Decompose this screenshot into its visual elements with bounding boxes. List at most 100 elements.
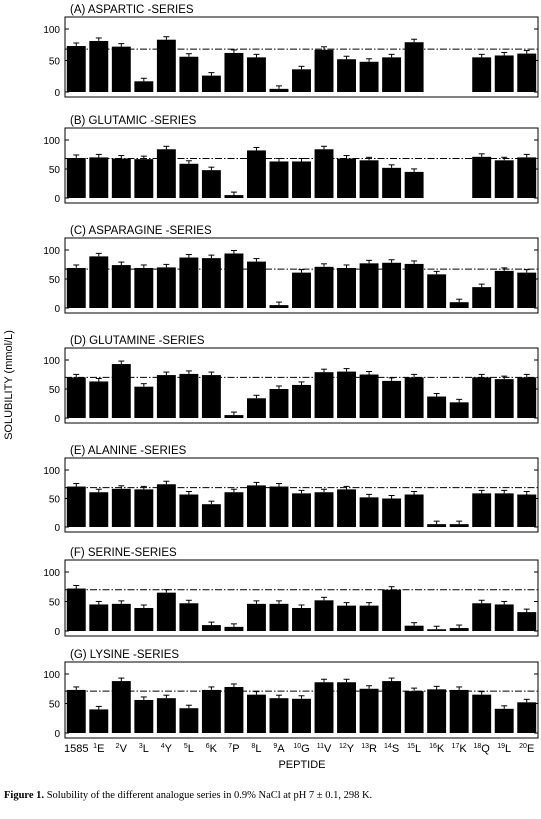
x-tick-label: 11V <box>317 743 332 755</box>
bar-5L <box>179 708 199 733</box>
y-tick-label: 0 <box>54 729 60 740</box>
x-tick-label: 8L <box>251 743 261 755</box>
bar-2V <box>111 603 131 631</box>
bar-13R <box>359 688 379 733</box>
panel-frame <box>64 559 539 637</box>
panel-title: (A) ASPARTIC -SERIES <box>70 4 194 16</box>
bar-6K <box>201 625 221 631</box>
bar-13R <box>359 497 379 527</box>
bar-7P <box>224 195 244 198</box>
panel-title: (B) GLUTAMIC -SERIES <box>70 115 197 127</box>
y-tick-label: 100 <box>43 466 60 477</box>
bar-13R <box>359 605 379 631</box>
x-tick-label: 6K <box>206 743 218 755</box>
panel-2: (C) ASPARAGINE -SERIES 0 50 100 <box>43 225 539 315</box>
bar-15L <box>404 691 424 733</box>
bar-10G <box>292 607 311 631</box>
bar-1E <box>89 256 109 308</box>
panel-title: (F) SERINE-SERIES <box>70 547 177 559</box>
bar-1E <box>89 40 109 92</box>
bar-18Q <box>472 694 492 733</box>
bar-10G <box>292 161 311 198</box>
figure-caption: Figure 1. Solubility of the different an… <box>4 790 538 801</box>
bar-2V <box>111 46 131 92</box>
x-tick-label: 7P <box>228 743 239 755</box>
bar-7P <box>224 52 244 92</box>
bar-10G <box>292 69 311 92</box>
bar-15L <box>404 171 424 198</box>
bar-2V <box>111 364 131 418</box>
bar-19L <box>494 379 514 418</box>
bar-14S <box>382 589 402 631</box>
panel-6: (G) LYSINE -SERIES 0 50 100 <box>43 649 539 740</box>
y-tick-label: 50 <box>49 165 61 176</box>
x-tick-label: 15L <box>407 743 421 755</box>
bar-4Y <box>156 267 176 308</box>
bar-5L <box>179 494 199 527</box>
bar-8L <box>246 603 266 631</box>
bar-9A <box>269 305 289 308</box>
panel-0: (A) ASPARTIC -SERIES 0 50 100 <box>43 4 539 99</box>
y-tick-label: 0 <box>54 194 60 205</box>
x-tick-label: 13R <box>361 743 377 755</box>
bar-11V <box>314 49 334 92</box>
bar-16K <box>427 396 447 418</box>
bar-14S <box>382 57 402 92</box>
bar-12Y <box>337 371 357 418</box>
panel-5: (F) SERINE-SERIES 0 50 100 <box>43 547 539 638</box>
bar-6K <box>201 170 221 198</box>
bar-3L <box>134 159 154 198</box>
solubility-figure: SOLUBILITY (mmol/L) (A) ASPARTIC -SERIES… <box>3 4 539 771</box>
bar-17K <box>449 524 469 527</box>
bar-4Y <box>156 698 176 733</box>
bar-20E <box>517 53 537 92</box>
bar-3L <box>134 81 154 92</box>
panel-title: (E) ALANINE -SERIES <box>70 445 187 457</box>
y-tick-label: 50 <box>49 57 61 68</box>
bar-7P <box>224 415 244 418</box>
bar-20E <box>517 157 537 198</box>
bar-13R <box>359 160 379 198</box>
bar-1585 <box>66 267 86 308</box>
bar-8L <box>246 694 266 733</box>
bar-3L <box>134 386 154 418</box>
bar-16K <box>427 274 447 308</box>
panel-3: (D) GLUTAMINE -SERIES 0 50 100 <box>43 335 539 425</box>
bar-19L <box>494 270 514 308</box>
y-tick-label: 100 <box>43 356 60 367</box>
bar-9A <box>269 161 289 198</box>
panel-1: (B) GLUTAMIC -SERIES 0 50 100 <box>43 115 539 205</box>
x-tick-label: 17K <box>452 743 468 755</box>
bar-16K <box>427 524 447 527</box>
panel-title: (D) GLUTAMINE -SERIES <box>70 335 205 347</box>
bar-20E <box>517 702 537 733</box>
bar-9A <box>269 698 289 733</box>
bar-18Q <box>472 377 492 418</box>
bar-10G <box>292 698 311 733</box>
y-tick-label: 50 <box>49 385 61 396</box>
bar-4Y <box>156 592 176 631</box>
panel-frame <box>64 16 539 98</box>
bar-19L <box>494 604 514 631</box>
bar-18Q <box>472 493 492 527</box>
x-tick-label: 10G <box>293 743 309 755</box>
x-tick-label: 12Y <box>339 743 355 755</box>
bar-1E <box>89 492 109 527</box>
x-tick-label: 19L <box>497 743 511 755</box>
bar-6K <box>201 258 221 308</box>
bar-6K <box>201 75 221 92</box>
y-tick-label: 0 <box>54 523 60 534</box>
bar-20E <box>517 272 537 308</box>
x-tick-label: 14S <box>384 743 399 755</box>
y-tick-label: 50 <box>49 598 61 609</box>
bar-2V <box>111 265 131 308</box>
y-tick-label: 100 <box>43 246 60 257</box>
bar-12Y <box>337 489 357 527</box>
bar-1585 <box>66 486 86 527</box>
bar-12Y <box>337 267 357 308</box>
bar-1E <box>89 157 109 198</box>
panel-frame <box>64 457 539 533</box>
bar-4Y <box>156 39 176 92</box>
bar-19L <box>494 55 514 92</box>
bar-7P <box>224 626 244 631</box>
